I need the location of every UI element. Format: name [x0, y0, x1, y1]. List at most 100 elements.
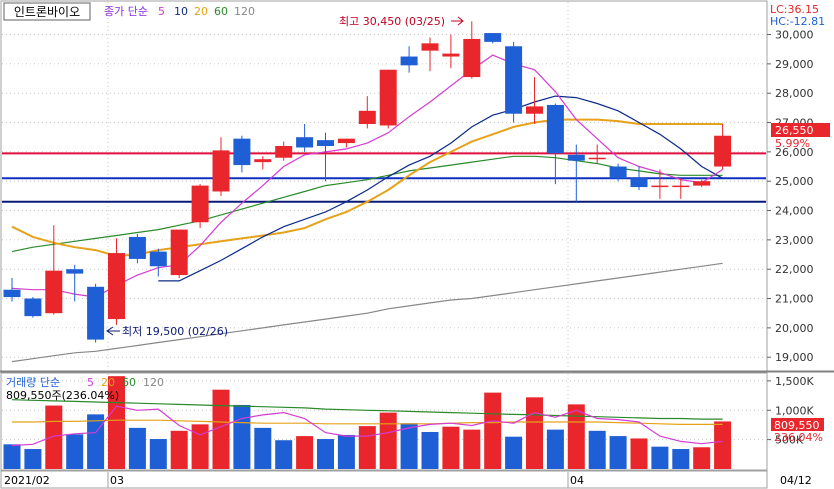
candle-body — [400, 56, 418, 66]
candle-body — [24, 298, 42, 317]
candle-body — [546, 104, 564, 154]
candle-body — [714, 135, 732, 167]
price-pct: 5.99% — [775, 137, 810, 150]
candle-body — [170, 229, 188, 276]
volume-bar — [233, 404, 251, 469]
volume-bar — [149, 439, 167, 469]
candle-body — [421, 43, 439, 51]
volume-bar — [358, 426, 376, 469]
last-price-badge — [771, 123, 830, 137]
vol-legend-ma20: 20 — [101, 376, 115, 389]
date-label-april: 04 — [570, 474, 584, 487]
volume-ma20-line — [12, 419, 723, 425]
legend-ma10: 10 — [174, 5, 188, 18]
candle-body — [296, 137, 314, 148]
candle-body — [337, 138, 355, 144]
candle-body — [463, 38, 481, 78]
candle-body — [149, 251, 167, 267]
volume-ma5-line — [11, 405, 723, 447]
volume-bar — [672, 449, 690, 469]
volume-legend-label: 거래량 단순 — [6, 376, 60, 389]
candle-body — [379, 69, 397, 126]
candle-body — [275, 146, 293, 158]
vol-legend-ma5: 5 — [87, 376, 94, 389]
legend-ma5: 5 — [158, 5, 165, 18]
volume-bar — [87, 414, 105, 469]
price-axis: 30,00029,00028,00027,00026,00025,00024,0… — [767, 29, 814, 364]
candle-body — [609, 166, 627, 179]
volume-ma60-line — [11, 399, 723, 420]
low-arrow-icon — [106, 326, 120, 336]
volume-bar — [3, 444, 21, 469]
last-volume-pct: 236.04% — [774, 431, 823, 444]
volume-axis: 1,500K 1,000K 500K — [767, 375, 814, 447]
volume-bar — [463, 429, 481, 469]
candle-body — [45, 270, 63, 314]
candle-body — [212, 150, 230, 192]
volume-bar — [442, 426, 460, 469]
price-tick-label: 25,000 — [775, 175, 814, 188]
candle-body — [3, 289, 21, 298]
last-volume: 809,550 — [774, 419, 820, 432]
volume-bar — [24, 449, 42, 469]
volume-bar — [400, 423, 418, 469]
lc-label: LC:36.15 — [770, 3, 819, 16]
candle-body — [66, 269, 84, 274]
volume-bar — [693, 447, 711, 469]
ma60-line — [11, 155, 723, 253]
volume-bar — [379, 412, 397, 469]
candle-body — [108, 253, 125, 320]
volume-bar — [275, 440, 293, 469]
price-tick-label: 24,000 — [775, 205, 814, 218]
volume-bar — [337, 434, 355, 469]
legend-ma120: 120 — [234, 5, 255, 18]
volume-bar — [630, 438, 648, 469]
last-volume-badge — [771, 418, 824, 431]
volume-bar — [191, 424, 209, 469]
price-tick-label: 29,000 — [775, 58, 814, 71]
stock-name-box[interactable] — [3, 2, 91, 21]
volume-bar — [254, 427, 272, 469]
ma10-line — [158, 95, 723, 282]
ma120-line — [11, 262, 723, 363]
candle-body — [254, 159, 272, 163]
candle-body — [484, 33, 502, 42]
volume-moving-averages — [11, 399, 723, 447]
volume-bar — [128, 427, 146, 469]
vol-legend-ma60: 60 — [122, 376, 136, 389]
hc-label: HC:-12.81 — [770, 15, 825, 28]
volume-bar — [108, 376, 125, 469]
volume-tick-label: 1,500K — [775, 375, 814, 388]
candle-body — [87, 286, 105, 340]
volume-tick-label: 500K — [775, 434, 804, 447]
price-tick-label: 21,000 — [775, 293, 814, 306]
candle-body — [358, 110, 376, 124]
price-tick-label: 28,000 — [775, 87, 814, 100]
ma5-line — [11, 54, 723, 298]
volume-bar — [170, 430, 188, 469]
price-tick-label: 23,000 — [775, 234, 814, 247]
volume-bar — [651, 446, 669, 469]
volume-bar — [714, 421, 732, 469]
candle-body — [526, 106, 543, 114]
price-tick-label: 20,000 — [775, 322, 814, 335]
volume-bar — [588, 430, 606, 469]
candle-body — [588, 157, 606, 160]
date-label-start: 2021/02 — [4, 474, 50, 487]
vol-legend-ma120: 120 — [143, 376, 164, 389]
volume-bar — [526, 397, 543, 469]
high-arrow-icon — [451, 16, 464, 26]
low-annotation: 최저 19,500 (02/26) — [122, 325, 228, 338]
volume-bar — [484, 392, 502, 469]
stock-name: 인트론바이오 — [14, 5, 80, 19]
candle-body — [128, 236, 146, 259]
price-tick-label: 30,000 — [775, 29, 814, 42]
candle-body — [505, 46, 523, 114]
candles — [3, 21, 732, 343]
date-axis — [0, 470, 768, 489]
price-tick-label: 22,000 — [775, 263, 814, 276]
candle-body — [191, 185, 209, 223]
volume-bar — [45, 405, 63, 469]
candle-body — [233, 138, 251, 166]
